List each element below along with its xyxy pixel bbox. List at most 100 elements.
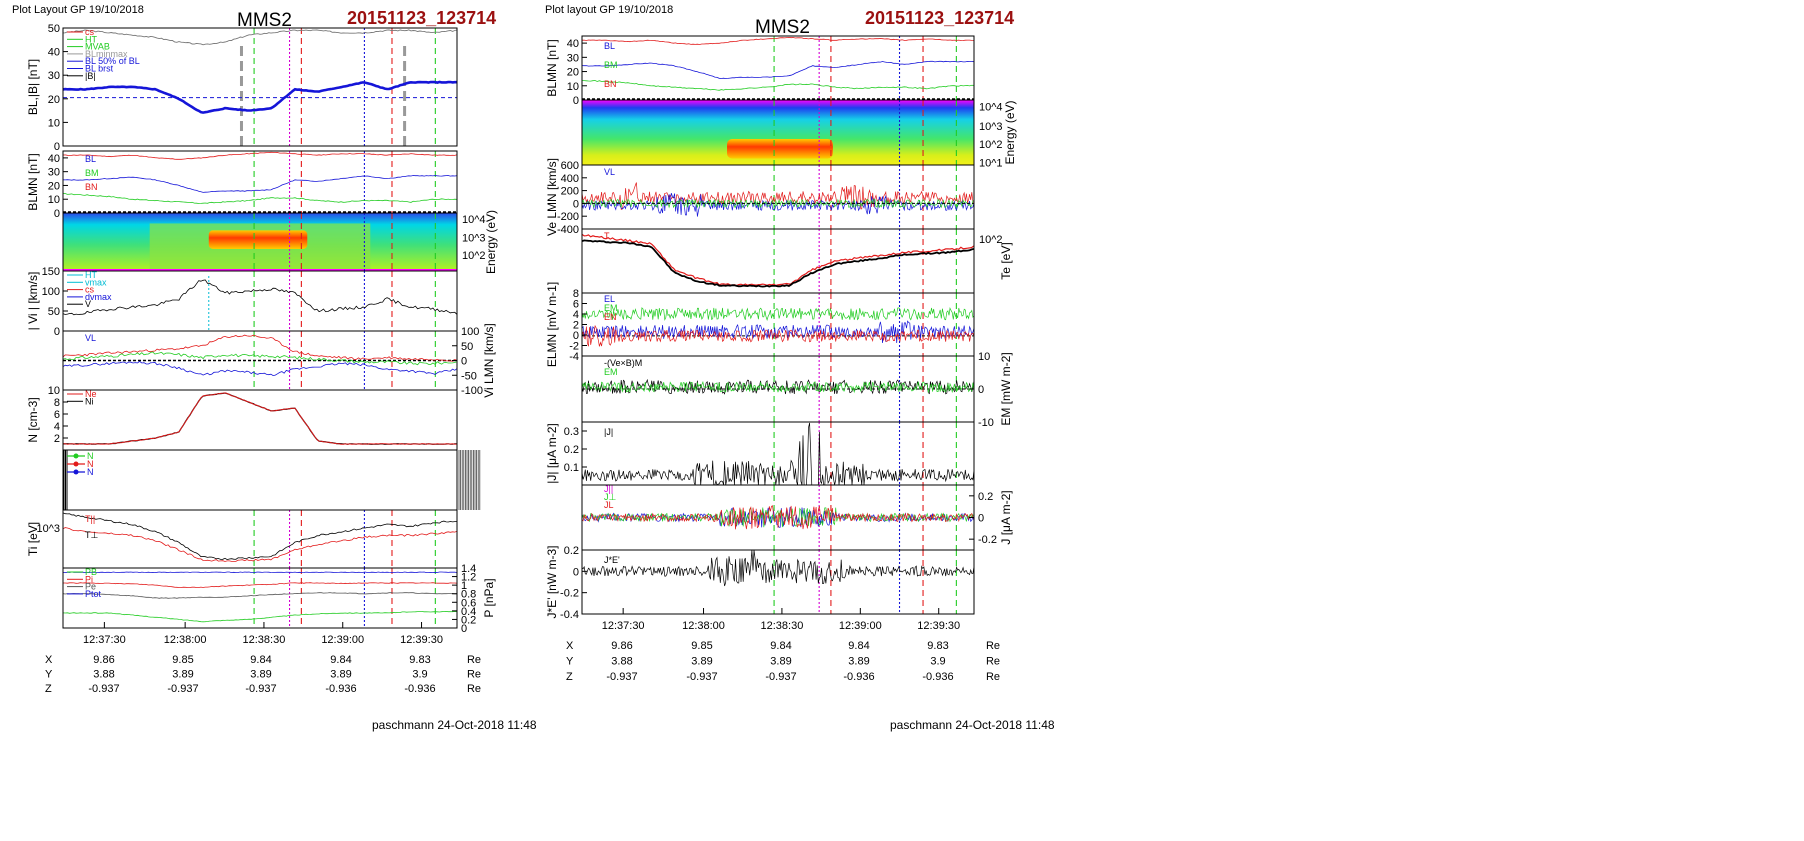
right-ephem-value: 3.9: [930, 656, 945, 668]
left-B-ytick-label: 30: [48, 70, 60, 82]
right-ELMN-ytick-label: 8: [573, 288, 579, 300]
right-BLMN-ytick-label: 40: [567, 38, 579, 50]
right-absJ-legend-label: |J|: [604, 427, 613, 437]
left-BLMN-series-BL: [62, 175, 458, 193]
left-ViLMN-ytick-label: -100: [461, 385, 483, 397]
left-Vi-ytick-label: 100: [42, 286, 60, 298]
left-Ti-ytick-label: 10^3: [36, 523, 60, 535]
left-N-series-Ne: [62, 392, 458, 445]
right-J-ylabel: J [μA m-2]: [999, 490, 1013, 544]
right-Te-series-Tperp: [581, 239, 975, 288]
right-EM-ytick-label: 10: [978, 351, 990, 363]
left-ephem-value: 9.83: [409, 654, 430, 666]
left-N-legend-label: Ni: [85, 396, 94, 406]
right-BLMN-series-BN: [581, 36, 975, 45]
right-ephem-value: -0.936: [843, 671, 874, 683]
left-N-ytick-label: 6: [54, 409, 60, 421]
right-ELMN-ylabel: ELMN [mV m-1]: [545, 282, 559, 367]
left-BLMN-series-BN: [62, 151, 458, 160]
right-electron-energy-ylabel: Energy (eV): [1003, 100, 1017, 164]
right-electron-energy-hot-region: [727, 139, 833, 159]
right-time-axis: 12:37:30 12:38:00 12:38:30 12:39:00 12:39:30: [602, 608, 960, 632]
left-B-legend-label: |B|: [85, 71, 96, 81]
right-xtick-label: 12:37:30: [602, 620, 645, 632]
left-xtick-label: 12:39:30: [400, 634, 443, 646]
right-EM-panel: -10 0 10 EM [mW m-2] -(Ve×B)MEM: [581, 351, 1013, 429]
left-PN-panel: NNN: [62, 449, 481, 511]
right-ELMN-ytick-label: 2: [573, 320, 579, 332]
left-Ti-panel: 10^3Ti [eV] T|| T⊥: [26, 509, 458, 569]
right-layout-label: Plot layout GP 19/10/2018: [545, 4, 674, 16]
left-B-legend-label: BLminmax: [85, 49, 128, 59]
right-EM-ytick-label: 0: [978, 384, 984, 396]
right-absJ-panel: 0.1 0.2 0.3 |J| [μA m-2] |J|: [545, 421, 975, 486]
right-BLMN-series-BL: [581, 60, 975, 80]
left-footer: paschmann 24-Oct-2018 11:48: [372, 718, 537, 732]
left-B-ytick-label: 10: [48, 117, 60, 129]
right-ELMN-ytick-label: 6: [573, 299, 579, 311]
right-ephem-value: 3.88: [611, 656, 632, 668]
right-ELMN-legend-label: EL: [604, 294, 615, 304]
right-BLMN-series-BM: [581, 80, 975, 91]
left-N-frame: [62, 389, 458, 451]
left-Ti-legend-label: T⊥: [85, 530, 98, 540]
left-B-frame: [62, 27, 458, 147]
left-P-series-Pi: [63, 582, 458, 588]
left-ephem-label: Z: [45, 683, 52, 695]
left-N-ytick-label: 8: [54, 397, 60, 409]
right-ephem-value: -0.937: [686, 671, 717, 683]
left-Vi-legend-label: V: [85, 299, 91, 309]
right-J-series-JL: [581, 507, 975, 528]
right-electron-energy-ytick-label: 10^2: [979, 139, 1003, 151]
right-ephem-value: 9.84: [848, 640, 869, 652]
right-J-panel: -0.2 0 0.2 J [μA m-2] J||J⊥JL: [581, 484, 1013, 551]
right-VeLMN-ylabel: Ve LMN [km/s]: [545, 158, 559, 236]
left-P-series-Pe: [62, 592, 458, 599]
left-BLMN-legend-label: BL: [85, 154, 96, 164]
left-ephem-value: -0.936: [325, 683, 356, 695]
right-JE-ylabel: J*E' [nW m-3]: [545, 546, 559, 619]
left-Vi-ytick-label: 150: [42, 266, 60, 278]
left-ephem-label: X: [45, 654, 53, 666]
right-absJ-ytick-label: 0.1: [564, 462, 579, 474]
left-BLMN-legend-label: BM: [85, 168, 99, 178]
right-BLMN-panel: 0 10 20 30 40 BLMN [nT] BL BM BN: [545, 35, 975, 107]
right-ephem-label: Z: [566, 671, 573, 683]
right-VeLMN-ytick-label: 600: [561, 160, 579, 172]
right-BLMN-ylabel: BLMN [nT]: [545, 39, 559, 96]
left-event-id: 20151123_123714: [347, 8, 497, 28]
ephemeris-tables: X 9.86 9.85 9.84 9.84 9.83 Re Y 3.88 3.89 3.89 3.89…: [45, 640, 1000, 695]
right-ephem-value: 3.89: [691, 656, 712, 668]
left-P-ytick-label: 0.2: [461, 614, 476, 626]
right-footer: paschmann 24-Oct-2018 11:48: [890, 718, 1055, 732]
left-BLMN-frame: [62, 150, 458, 214]
left-ephem-value: 9.84: [330, 654, 351, 666]
right-ephem-value: 9.85: [691, 640, 712, 652]
right-BLMN-ytick-label: 0: [573, 95, 579, 107]
left-PN-legend-dot: [73, 469, 79, 475]
left-Vi-ytick-label: 0: [54, 326, 60, 338]
left-PN-legend-dot: [73, 453, 79, 459]
left-BLMN-ytick-label: 0: [54, 208, 60, 220]
left-P-ylabel: P [nPa]: [482, 578, 496, 617]
left-N-ytick-label: 4: [54, 421, 60, 433]
left-Ti-series-Tperp: [62, 527, 458, 562]
left-ViLMN-ytick-label: 50: [461, 341, 473, 353]
left-ephem-label: Y: [45, 669, 53, 681]
left-ViLMN-ytick-label: 0: [461, 356, 467, 368]
right-ELMN-frame: [581, 292, 975, 357]
right-VeLMN-ytick-label: 200: [561, 186, 579, 198]
left-ViLMN-ylabel: Vi LMN [km/s]: [482, 323, 496, 397]
left-P-series-PB: [62, 610, 458, 623]
left-ViLMN-ytick-label: -50: [461, 370, 477, 382]
left-ephem-value: 9.85: [172, 654, 193, 666]
right-JE-frame: [581, 549, 975, 615]
left-PN-legend-dot: [73, 461, 79, 467]
right-Te-series-Tpar: [581, 233, 975, 287]
left-N-ytick-label: 10: [48, 385, 60, 397]
right-BLMN-frame: [581, 35, 975, 101]
left-spacecraft-title: MMS2: [237, 10, 292, 31]
